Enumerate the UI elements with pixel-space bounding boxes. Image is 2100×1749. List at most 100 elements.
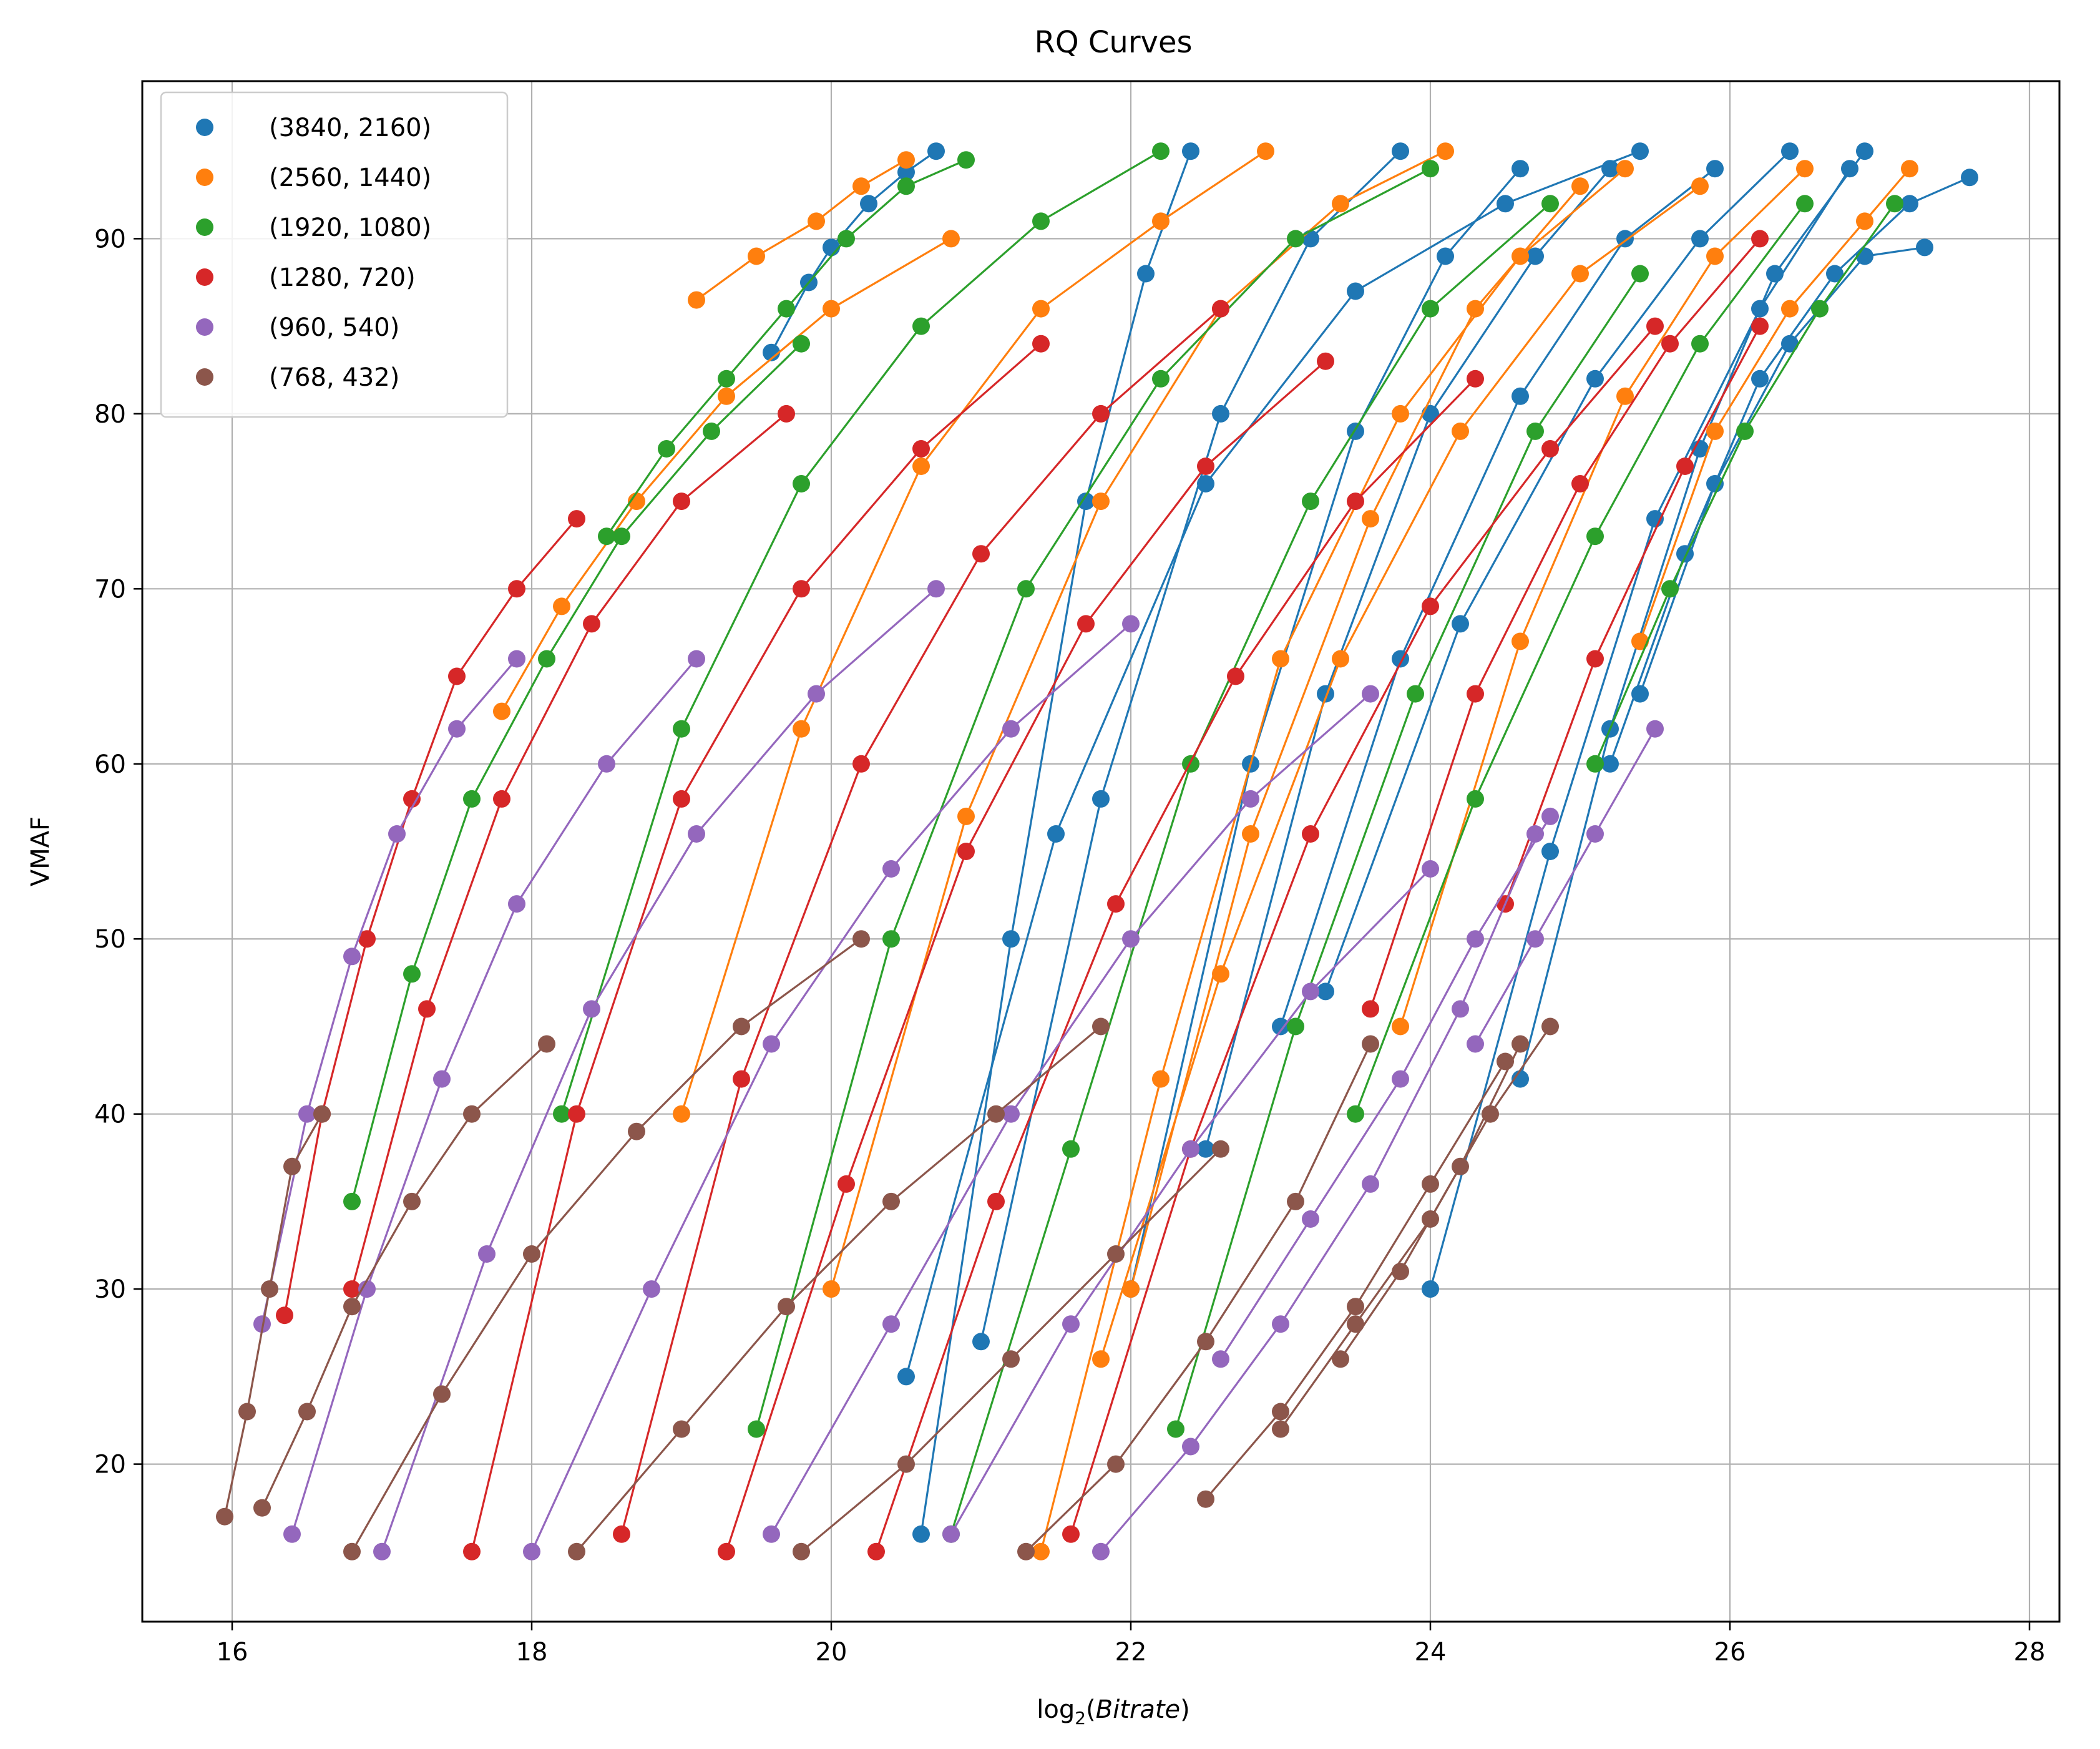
data-point bbox=[1092, 1017, 1110, 1036]
data-point bbox=[1032, 300, 1050, 318]
data-point bbox=[778, 404, 795, 423]
data-point bbox=[1062, 1140, 1080, 1158]
data-point bbox=[1362, 685, 1379, 703]
data-point bbox=[1541, 195, 1559, 213]
data-point bbox=[957, 843, 975, 860]
series-line bbox=[1100, 833, 1536, 1552]
data-point bbox=[912, 458, 930, 475]
data-point bbox=[1122, 615, 1140, 633]
data-point bbox=[942, 230, 960, 248]
data-point bbox=[897, 1455, 915, 1473]
data-point bbox=[568, 510, 585, 528]
data-point bbox=[1571, 475, 1589, 492]
data-point bbox=[1916, 238, 1933, 257]
data-point bbox=[793, 1542, 810, 1560]
data-point bbox=[1526, 247, 1544, 265]
data-point bbox=[643, 1280, 660, 1298]
data-point bbox=[793, 335, 810, 353]
data-point bbox=[1002, 1350, 1020, 1368]
data-point bbox=[583, 615, 600, 633]
data-point bbox=[838, 230, 855, 248]
data-point bbox=[1062, 1525, 1080, 1543]
y-tick-label: 60 bbox=[94, 750, 126, 779]
data-point bbox=[1392, 1263, 1409, 1281]
data-point bbox=[1631, 142, 1649, 160]
data-point bbox=[823, 300, 840, 318]
data-point bbox=[852, 930, 870, 948]
data-point bbox=[1272, 1420, 1289, 1438]
data-point bbox=[1422, 597, 1439, 615]
data-point bbox=[1362, 1000, 1379, 1018]
data-point bbox=[1796, 160, 1814, 178]
data-point bbox=[1287, 1017, 1304, 1036]
data-point bbox=[463, 1542, 481, 1560]
data-point bbox=[748, 1420, 765, 1438]
series-line bbox=[1100, 185, 1701, 1360]
series-line bbox=[770, 693, 1372, 1535]
data-point bbox=[1107, 1245, 1125, 1263]
legend-label: (2560, 1440) bbox=[269, 164, 431, 192]
data-point bbox=[987, 1105, 1005, 1123]
data-point bbox=[987, 1192, 1005, 1210]
data-point bbox=[463, 1105, 481, 1123]
data-point bbox=[897, 163, 915, 181]
series-line bbox=[261, 658, 518, 1325]
data-point bbox=[1706, 475, 1724, 492]
data-point bbox=[1781, 300, 1799, 318]
data-point bbox=[493, 790, 510, 808]
data-point bbox=[1467, 1035, 1484, 1053]
data-point bbox=[1092, 404, 1110, 423]
data-point bbox=[613, 527, 630, 546]
data-point bbox=[1616, 387, 1634, 405]
legend-label: (3840, 2160) bbox=[269, 114, 431, 142]
data-point bbox=[1197, 475, 1214, 492]
data-point bbox=[568, 1105, 585, 1123]
data-point bbox=[897, 1368, 915, 1386]
data-point bbox=[1092, 1542, 1110, 1560]
data-point bbox=[1526, 422, 1544, 440]
series-line bbox=[620, 308, 1222, 1535]
series-line bbox=[530, 623, 1132, 1552]
data-point bbox=[1497, 195, 1514, 213]
data-point bbox=[1512, 160, 1529, 178]
data-point bbox=[1212, 1140, 1229, 1158]
data-point bbox=[882, 1315, 900, 1333]
data-point bbox=[838, 1175, 855, 1193]
data-point bbox=[403, 1192, 421, 1210]
data-point bbox=[1212, 965, 1229, 983]
series-line bbox=[905, 150, 1641, 1377]
series-line bbox=[755, 167, 1431, 1429]
data-point bbox=[1092, 1350, 1110, 1368]
data-point bbox=[897, 151, 915, 169]
data-point bbox=[1856, 212, 1873, 230]
data-point bbox=[343, 948, 361, 966]
series-line bbox=[950, 203, 1551, 1535]
data-point bbox=[1541, 440, 1559, 458]
data-point bbox=[1706, 422, 1724, 440]
data-point bbox=[1691, 335, 1709, 353]
data-point bbox=[718, 1542, 735, 1560]
data-point bbox=[1362, 1035, 1379, 1053]
data-point bbox=[733, 1070, 750, 1088]
data-point bbox=[583, 1000, 600, 1018]
data-point bbox=[493, 702, 510, 720]
data-point bbox=[808, 212, 825, 230]
data-point bbox=[718, 387, 735, 405]
legend-label: (960, 540) bbox=[269, 313, 399, 342]
data-point bbox=[1467, 685, 1484, 703]
data-point bbox=[1332, 195, 1349, 213]
data-point bbox=[1751, 230, 1769, 248]
data-point bbox=[1032, 1542, 1050, 1560]
series-group bbox=[276, 230, 1769, 1560]
data-point bbox=[1541, 1017, 1559, 1036]
data-point bbox=[703, 422, 720, 440]
data-point bbox=[1392, 1070, 1409, 1088]
data-point bbox=[1392, 142, 1409, 160]
data-point bbox=[658, 440, 675, 458]
data-point bbox=[1392, 1017, 1409, 1036]
data-point bbox=[927, 580, 945, 598]
data-point bbox=[1661, 335, 1679, 353]
data-point bbox=[1691, 230, 1709, 248]
data-point bbox=[1826, 265, 1844, 283]
data-point bbox=[1901, 160, 1918, 178]
